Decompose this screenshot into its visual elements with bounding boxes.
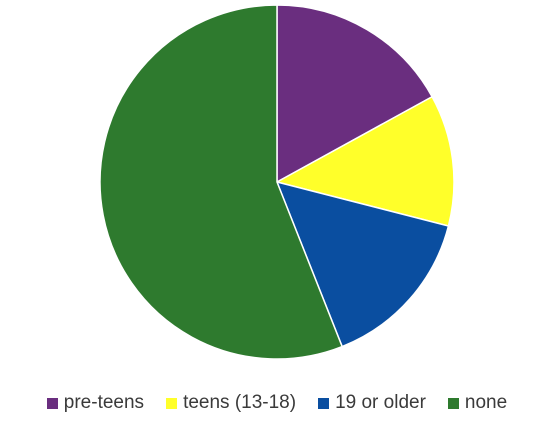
legend-item-pre-teens: pre-teens bbox=[46, 392, 145, 414]
legend-swatch-19-or-older bbox=[318, 397, 330, 409]
pie-slice-teens-13-18 bbox=[274, 95, 455, 227]
legend-item-teens: teens (13-18) bbox=[166, 392, 296, 414]
legend-item-none: none bbox=[447, 392, 508, 414]
legend-label-none: none bbox=[464, 392, 508, 413]
legend-label-19-or-older: 19 or older bbox=[335, 392, 426, 413]
legend-swatch-teens bbox=[166, 397, 178, 409]
pie-chart bbox=[99, 4, 455, 360]
legend-label-teens: teens (13-18) bbox=[183, 392, 297, 413]
pie-slice-pre-teens bbox=[276, 4, 434, 184]
pie-slice-19-or-older bbox=[275, 180, 450, 348]
legend-swatch-pre-teens bbox=[46, 397, 58, 409]
pie-slice-none bbox=[99, 4, 344, 360]
chart-legend: pre-teens teens (13-18) 19 or older none bbox=[0, 392, 554, 414]
legend-swatch-none bbox=[447, 397, 459, 409]
legend-item-19-or-older: 19 or older bbox=[318, 392, 426, 414]
legend-label-pre-teens: pre-teens bbox=[63, 392, 145, 413]
